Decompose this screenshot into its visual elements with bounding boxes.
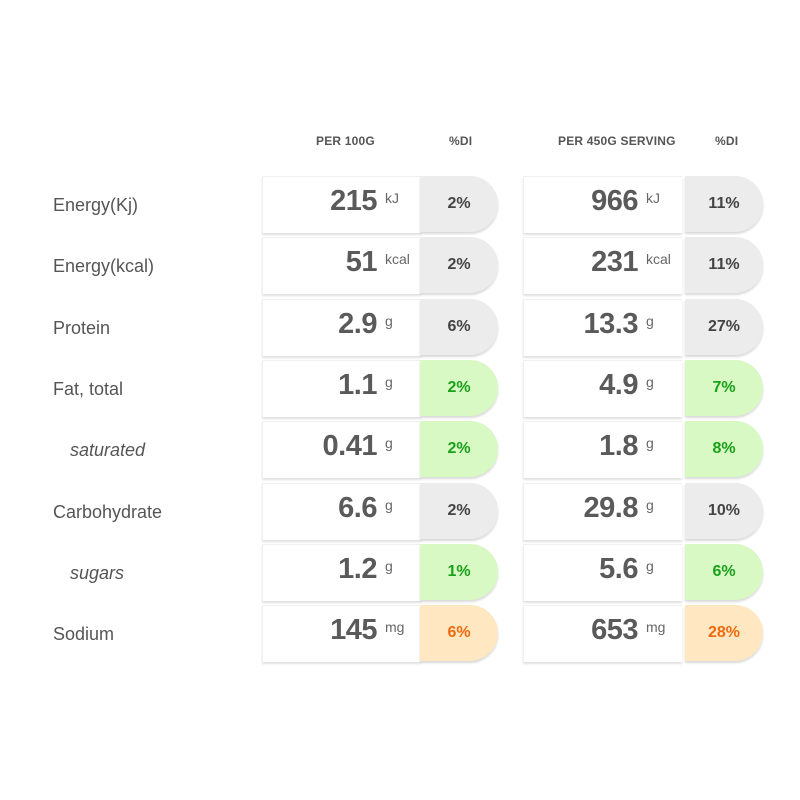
nutrient-value: 145 (330, 614, 377, 646)
nutrient-value: 51 (345, 246, 378, 278)
daily-intake-badge-per100-sodium: 6% (420, 605, 498, 661)
nutrient-unit: g (646, 313, 654, 329)
nutrient-label-energy-kj: Energy(Kj) (53, 195, 139, 215)
daily-intake-badge-serving-protein: 27% (685, 299, 763, 355)
nutrient-value: 215 (330, 185, 377, 217)
nutrient-unit: mg (385, 619, 405, 635)
daily-intake-badge-per100-protein: 6% (420, 299, 498, 355)
daily-intake-badge-serving-sugars: 6% (685, 544, 763, 600)
nutrient-value: 966 (591, 185, 638, 217)
nutrient-unit: kJ (646, 190, 660, 206)
value-cell-serving-sugars: 5.6 g (523, 544, 682, 601)
nutrient-unit: mg (646, 619, 666, 635)
nutrient-value: 6.6 (338, 492, 377, 524)
nutrient-label-energy-kcal: Energy(kcal) (53, 256, 155, 276)
nutrient-unit: g (646, 497, 654, 513)
value-cell-per100-sugars: 1.2 g (262, 544, 421, 601)
header-per-100g: PER 100G (316, 134, 375, 148)
value-cell-serving-saturated: 1.8 g (523, 421, 682, 478)
nutrient-value: 4.9 (599, 369, 638, 401)
daily-intake-badge-serving-saturated: 8% (685, 421, 763, 477)
value-cell-per100-sodium: 145 mg (262, 605, 421, 662)
nutrient-unit: g (646, 435, 654, 451)
nutrient-value: 0.41 (322, 430, 378, 462)
daily-intake-badge-per100-sugars: 1% (420, 544, 498, 600)
nutrient-value: 29.8 (583, 492, 639, 524)
daily-intake-badge-per100-energy-kcal: 2% (420, 237, 498, 293)
header-di-per-100g: %DI (449, 134, 473, 148)
value-cell-serving-fat-total: 4.9 g (523, 360, 682, 417)
daily-intake-badge-serving-carbohydrate: 10% (685, 483, 763, 539)
nutrient-label-sodium: Sodium (53, 624, 115, 644)
daily-intake-badge-per100-carbohydrate: 2% (420, 483, 498, 539)
header-di-per-serving: %DI (715, 134, 739, 148)
daily-intake-badge-serving-energy-kj: 11% (685, 176, 763, 232)
value-cell-serving-protein: 13.3 g (523, 299, 682, 356)
nutrient-unit: g (385, 313, 393, 329)
nutrient-value: 1.8 (599, 430, 638, 462)
nutrient-label-carbohydrate: Carbohydrate (53, 502, 163, 522)
daily-intake-badge-serving-sodium: 28% (685, 605, 763, 661)
daily-intake-badge-per100-saturated: 2% (420, 421, 498, 477)
daily-intake-badge-serving-energy-kcal: 11% (685, 237, 763, 293)
daily-intake-badge-per100-energy-kj: 2% (420, 176, 498, 232)
value-cell-serving-sodium: 653 mg (523, 605, 682, 662)
nutrient-value: 5.6 (599, 553, 638, 585)
nutrient-unit: g (385, 435, 393, 451)
nutrient-label-protein: Protein (53, 318, 111, 338)
nutrient-unit: kJ (385, 190, 399, 206)
value-cell-per100-saturated: 0.41 g (262, 421, 421, 478)
nutrient-unit: g (646, 374, 654, 390)
nutrient-unit: g (385, 374, 393, 390)
nutrient-label-sugars: sugars (70, 563, 125, 583)
value-cell-per100-energy-kj: 215 kJ (262, 176, 421, 233)
nutrient-unit: g (646, 558, 654, 574)
value-cell-per100-energy-kcal: 51 kcal (262, 237, 421, 294)
nutrient-unit: kcal (385, 251, 410, 267)
nutrient-value: 653 (591, 614, 638, 646)
value-cell-per100-fat-total: 1.1 g (262, 360, 421, 417)
nutrient-unit: g (385, 497, 393, 513)
header-per-serving: PER 450G SERVING (558, 134, 676, 148)
nutrient-value: 13.3 (583, 308, 639, 340)
value-cell-per100-carbohydrate: 6.6 g (262, 483, 421, 540)
daily-intake-badge-serving-fat-total: 7% (685, 360, 763, 416)
value-cell-serving-carbohydrate: 29.8 g (523, 483, 682, 540)
daily-intake-badge-per100-fat-total: 2% (420, 360, 498, 416)
value-cell-serving-energy-kj: 966 kJ (523, 176, 682, 233)
nutrient-label-fat-total: Fat, total (53, 379, 124, 399)
nutrient-value: 1.2 (338, 553, 377, 585)
nutrient-unit: g (385, 558, 393, 574)
value-cell-serving-energy-kcal: 231 kcal (523, 237, 682, 294)
nutrient-value: 1.1 (338, 369, 377, 401)
nutrient-label-saturated: saturated (70, 440, 146, 460)
nutrient-value: 231 (591, 246, 638, 278)
nutrient-value: 2.9 (338, 308, 377, 340)
value-cell-per100-protein: 2.9 g (262, 299, 421, 356)
nutrient-unit: kcal (646, 251, 671, 267)
